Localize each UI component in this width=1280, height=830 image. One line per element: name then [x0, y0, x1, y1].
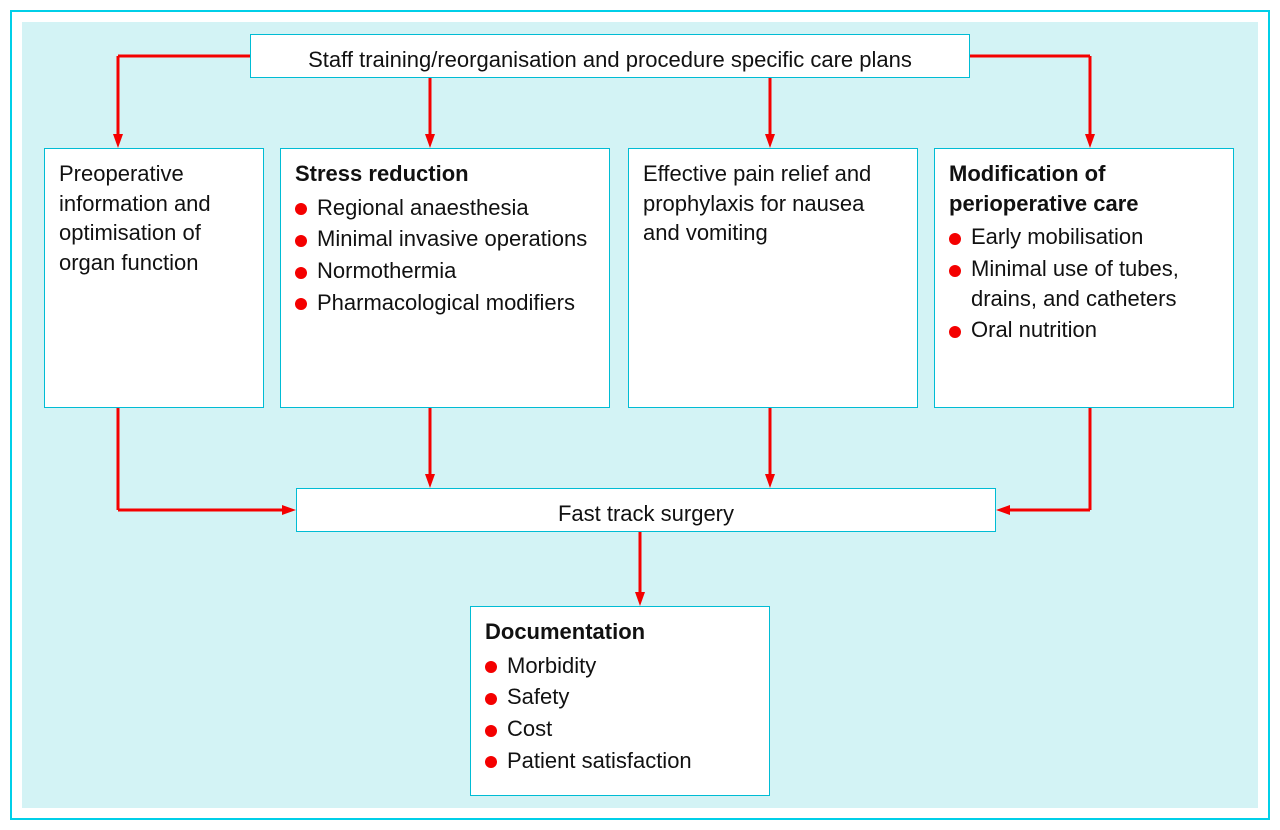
bullet-item: Cost — [485, 714, 755, 744]
box-stress-reduction: Stress reduction Regional anaesthesia Mi… — [280, 148, 610, 408]
box-documentation: Documentation Morbidity Safety Cost Pati… — [470, 606, 770, 796]
box-fast-track: Fast track surgery — [296, 488, 996, 532]
box-fast-text: Fast track surgery — [558, 501, 734, 526]
bullet-item: Minimal use of tubes, drains, and cathet… — [949, 254, 1219, 313]
bullet-item: Safety — [485, 682, 755, 712]
box-doc-title: Documentation — [485, 617, 755, 647]
diagram-canvas: Staff training/reorganisation and proced… — [0, 0, 1280, 830]
box-preoperative-text: Preoperative information and optimisatio… — [59, 161, 211, 275]
bullet-item: Early mobilisation — [949, 222, 1219, 252]
box-top: Staff training/reorganisation and proced… — [250, 34, 970, 78]
bullet-item: Regional anaesthesia — [295, 193, 595, 223]
box-pain-text: Effective pain relief and prophylaxis fo… — [643, 161, 871, 245]
bullet-item: Normothermia — [295, 256, 595, 286]
bullet-item: Pharmacological modifiers — [295, 288, 595, 318]
box-stress-bullets: Regional anaesthesia Minimal invasive op… — [295, 193, 595, 318]
bullet-item: Minimal invasive operations — [295, 224, 595, 254]
bullet-item: Morbidity — [485, 651, 755, 681]
bullet-item: Oral nutrition — [949, 315, 1219, 345]
box-perioperative-title: Modification of perioperative care — [949, 159, 1219, 218]
box-doc-bullets: Morbidity Safety Cost Patient satisfacti… — [485, 651, 755, 776]
box-stress-title: Stress reduction — [295, 159, 595, 189]
box-preoperative: Preoperative information and optimisatio… — [44, 148, 264, 408]
box-pain-relief: Effective pain relief and prophylaxis fo… — [628, 148, 918, 408]
box-top-text: Staff training/reorganisation and proced… — [308, 47, 912, 72]
bullet-item: Patient satisfaction — [485, 746, 755, 776]
box-perioperative-care: Modification of perioperative care Early… — [934, 148, 1234, 408]
box-perioperative-bullets: Early mobilisation Minimal use of tubes,… — [949, 222, 1219, 345]
